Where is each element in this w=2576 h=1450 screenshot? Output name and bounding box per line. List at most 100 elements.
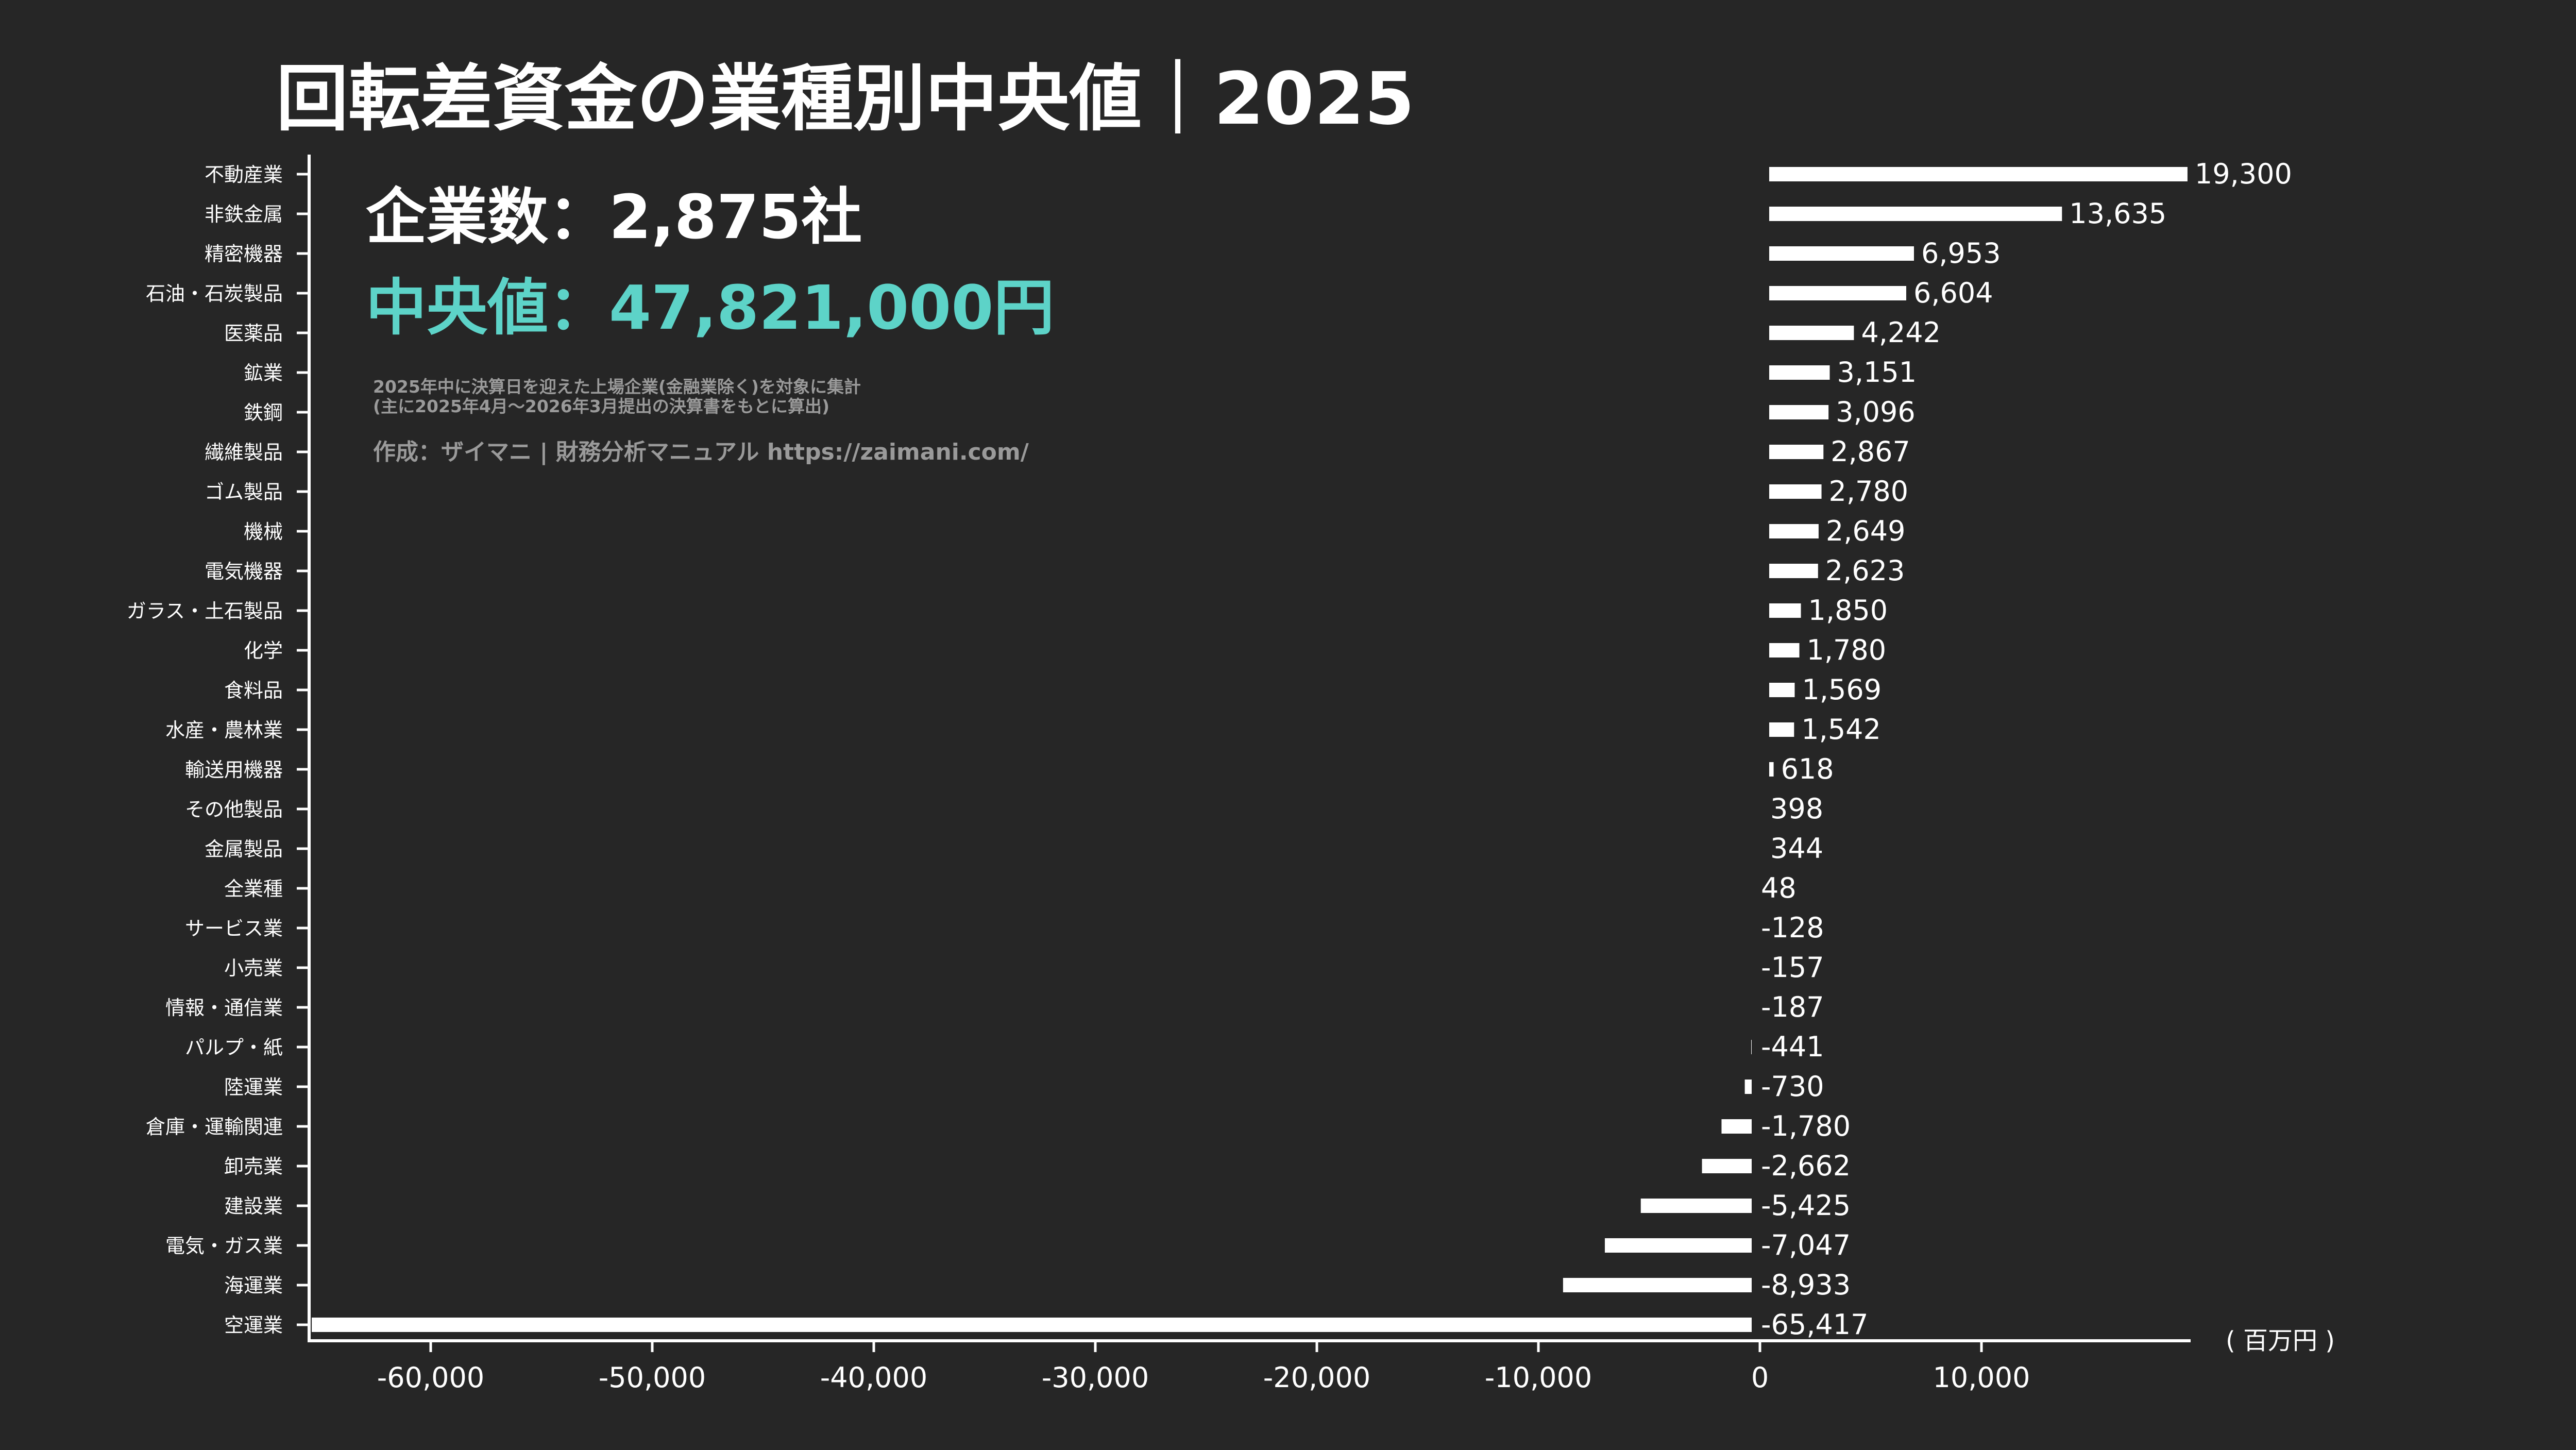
x-tick-label: 0: [1751, 1361, 1769, 1394]
category-label: 建設業: [224, 1195, 283, 1218]
value-label: 13,635: [2069, 197, 2166, 230]
category-label: 水産・農林業: [165, 719, 283, 741]
x-tick-label: 10,000: [1933, 1361, 2030, 1394]
category-label: 海運業: [224, 1274, 283, 1297]
company-count: 企業数：2,875社: [366, 181, 862, 252]
bar: [1769, 207, 2062, 221]
value-label: -441: [1761, 1031, 1824, 1063]
bar: [1751, 1040, 1752, 1054]
category-label: その他製品: [185, 798, 283, 821]
category-label: 輸送用機器: [185, 758, 283, 781]
category-label: 電気・ガス業: [165, 1235, 283, 1257]
category-label: 小売業: [224, 957, 283, 980]
category-label: 化学: [244, 639, 283, 662]
category-label: 精密機器: [205, 243, 283, 265]
bar: [1721, 1119, 1752, 1134]
bar: [1563, 1278, 1752, 1292]
bar: [1640, 1199, 1752, 1213]
bar: [1604, 1238, 1752, 1253]
value-label: 1,569: [1802, 673, 1882, 706]
value-label: 2,867: [1831, 435, 1910, 468]
category-label: パルプ・紙: [185, 1036, 283, 1059]
value-label: 3,151: [1837, 356, 1917, 389]
bar: [1769, 484, 1822, 499]
bar: [312, 1318, 1752, 1332]
bar: [1769, 603, 1801, 618]
value-label: 1,780: [1807, 634, 1887, 666]
bar: [1769, 405, 1829, 419]
category-label: ガラス・土石製品: [127, 600, 283, 622]
unit-label: ( 百万円 ): [2226, 1326, 2335, 1355]
value-label: 19,300: [2195, 158, 2292, 190]
value-label: -157: [1761, 951, 1824, 984]
chart-title: 回転差資金の業種別中央値｜2025: [276, 57, 1415, 141]
category-label: 卸売業: [224, 1155, 283, 1178]
value-label: -5,425: [1761, 1189, 1851, 1222]
category-label: 全業種: [224, 878, 283, 900]
x-tick-label: -30,000: [1042, 1361, 1149, 1394]
category-label: 繊維製品: [205, 441, 283, 464]
x-tick-label: -40,000: [820, 1361, 927, 1394]
bar: [1769, 445, 1824, 459]
value-label: 4,242: [1861, 316, 1941, 349]
category-label: 空運業: [224, 1314, 283, 1337]
credit: 作成：ザイマニ | 財務分析マニュアル https://zaimani.com/: [373, 439, 1029, 465]
bar: [1769, 167, 2188, 181]
x-tick-label: -20,000: [1263, 1361, 1370, 1394]
value-label: -128: [1761, 912, 1824, 944]
value-label: 3,096: [1836, 396, 1916, 428]
category-label: 陸運業: [224, 1076, 283, 1099]
category-label: 石油・石炭製品: [146, 282, 283, 305]
value-label: 1,850: [1808, 594, 1888, 627]
x-tick-label: -60,000: [377, 1361, 484, 1394]
category-label: 食料品: [224, 679, 283, 702]
category-label: 機械: [244, 520, 283, 543]
median-value: 中央値：47,821,000円: [366, 272, 1055, 343]
category-label: サービス業: [185, 917, 283, 940]
bar: [1769, 365, 1830, 380]
value-label: 2,623: [1825, 554, 1905, 587]
value-label: 344: [1770, 832, 1823, 865]
bar: [1769, 722, 1794, 737]
value-label: 6,604: [1913, 277, 1993, 309]
category-label: 情報・通信業: [165, 997, 283, 1019]
value-label: 2,649: [1826, 515, 1906, 547]
bar: [1769, 564, 1818, 578]
bar: [1769, 643, 1800, 657]
bar: [1769, 246, 1914, 261]
category-label: 電気機器: [205, 560, 283, 583]
value-label: -65,417: [1761, 1308, 1868, 1341]
bar: [1769, 762, 1774, 777]
x-tick-label: -10,000: [1485, 1361, 1592, 1394]
category-label: 鉄鋼: [244, 401, 283, 424]
category-label: 不動産業: [205, 163, 283, 186]
value-label: -187: [1761, 991, 1824, 1023]
value-label: -1,780: [1761, 1110, 1851, 1142]
x-tick-label: -50,000: [599, 1361, 706, 1394]
value-label: 6,953: [1921, 237, 2001, 269]
bar: [1702, 1159, 1752, 1173]
value-label: -2,662: [1761, 1150, 1851, 1182]
bar: [1744, 1080, 1752, 1094]
category-label: 金属製品: [205, 838, 283, 861]
category-label: 非鉄金属: [205, 203, 283, 226]
value-label: 618: [1781, 753, 1834, 785]
bar: [1769, 524, 1819, 538]
value-label: -8,933: [1761, 1269, 1851, 1301]
note-line-2: (主に2025年4月〜2026年3月提出の決算書をもとに算出): [373, 396, 829, 416]
bar: [1769, 286, 1906, 300]
bar: [1769, 683, 1795, 697]
category-label: 倉庫・運輸関連: [146, 1116, 283, 1138]
value-label: 1,542: [1801, 713, 1881, 746]
value-label: 2,780: [1829, 475, 1909, 508]
value-label: -730: [1761, 1070, 1824, 1103]
category-label: 医薬品: [224, 322, 283, 345]
bar: [1769, 326, 1854, 340]
category-label: 鉱業: [244, 362, 283, 384]
category-label: ゴム製品: [205, 481, 283, 503]
value-label: 398: [1770, 793, 1823, 825]
note-line-1: 2025年中に決算日を迎えた上場企業(金融業除く)を対象に集計: [373, 377, 861, 397]
value-label: 48: [1761, 872, 1797, 904]
